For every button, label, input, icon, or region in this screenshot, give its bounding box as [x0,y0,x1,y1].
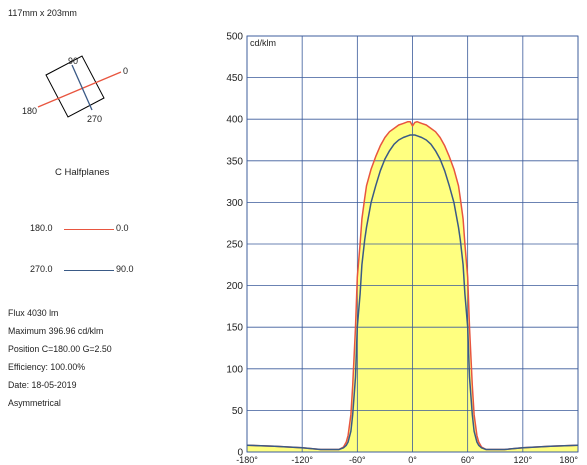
efficiency-info: Efficiency: 100.00% [8,362,86,372]
position-info: Position C=180.00 G=2.50 [8,344,112,354]
legend-line-c180-c0 [64,229,114,230]
legend-left-label: 180.0 [30,223,53,233]
y-tick-label: 300 [226,198,243,209]
orientation-diagram: 90 0 180 270 [22,55,128,124]
y-tick-label: 350 [226,156,243,167]
legend-item-c180-c0: 180.0 0.0 [30,223,150,235]
series-line-c270-c90 [246,134,579,451]
legend-right-label: 90.0 [116,264,134,274]
x-tick-label: -180° [236,455,258,465]
symmetry-info: Asymmetrical [8,398,61,408]
c90-label: 90 [68,56,78,66]
x-tick-label: 60° [461,455,475,465]
y-tick-label: 50 [232,406,244,417]
c270-label: 270 [87,114,102,124]
x-tick-label: 0° [408,455,417,465]
plot-frame [246,35,579,453]
y-tick-label: 400 [226,115,243,126]
y-tick-label: 200 [226,281,243,292]
date-info: Date: 18-05-2019 [8,380,77,390]
y-tick-label: 0 [237,448,243,459]
series-line-c180-c0 [246,120,579,451]
c-halfplanes-title: C Halfplanes [55,167,110,178]
c180-label: 180 [22,106,37,116]
legend-item-c270-c90: 270.0 90.0 [30,264,150,276]
luminaire-outline [45,55,105,118]
legend-left-label: 270.0 [30,264,53,274]
x-tick-label: 120° [514,455,533,465]
legend-right-label: 0.0 [116,223,129,233]
x-tick-label: -60° [349,455,366,465]
y-axis-label: cd/klm [250,38,276,48]
c0-c180-axis [37,71,122,108]
c0-label: 0 [123,66,128,76]
y-tick-label: 250 [226,240,243,251]
y-tick-label: 150 [226,323,243,334]
y-tick-label: 450 [226,73,243,84]
y-tick-label: 500 [226,32,243,43]
y-tick-label: 100 [226,364,243,375]
x-tick-label: -120° [291,455,313,465]
c90-c270-axis [71,64,93,111]
x-tick-label: 180° [559,455,578,465]
flux-info: Flux 4030 lm [8,308,59,318]
maximum-info: Maximum 396.96 cd/klm [8,326,104,336]
dimensions-label: 117mm x 203mm [8,8,77,18]
legend-line-c270-c90 [64,270,114,271]
